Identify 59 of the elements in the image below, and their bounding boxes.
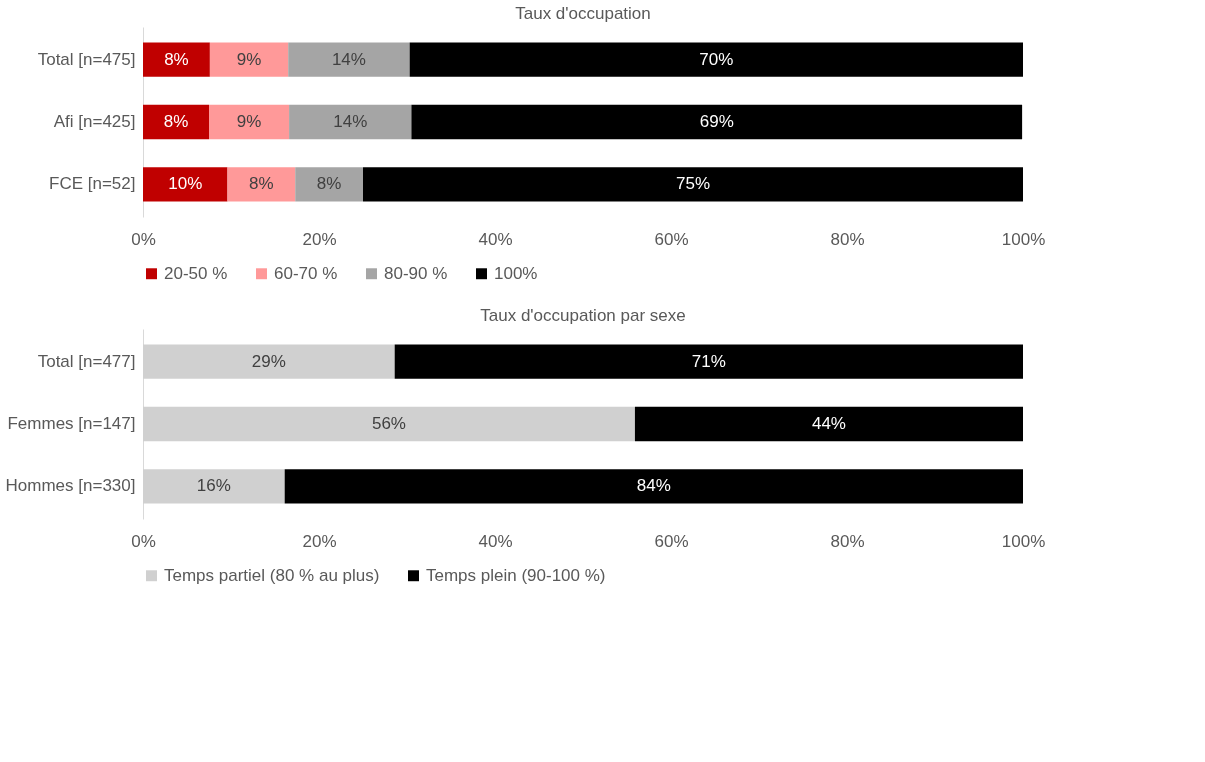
bar: [394, 344, 1023, 379]
x-tick-label: 20%: [302, 531, 337, 551]
bar: [209, 104, 290, 140]
bar: [143, 104, 209, 140]
x-tick-label: 100%: [1001, 531, 1046, 551]
y-tick-label: Total [n=477]: [37, 351, 136, 371]
bar: [227, 167, 296, 202]
data-label: 9%: [236, 49, 262, 69]
data-label: 8%: [316, 174, 342, 194]
y-tick-label: Afi [n=425]: [53, 112, 136, 131]
bar: [289, 104, 412, 140]
legend-label: 100%: [494, 263, 538, 283]
bar: [409, 42, 1023, 77]
legend-label: Temps plein (90-100 %): [426, 565, 606, 585]
bar: [363, 167, 1023, 202]
data-label: 9%: [236, 112, 262, 131]
data-label: 16%: [196, 476, 231, 496]
legend-label: 60-70 %: [274, 263, 338, 283]
bar: [143, 167, 228, 202]
y-tick-label: Total [n=475]: [37, 49, 136, 69]
bar: [143, 42, 210, 77]
data-label: 29%: [251, 351, 286, 371]
data-label: 70%: [699, 49, 734, 69]
data-label: 14%: [331, 49, 366, 69]
y-tick-label: Femmes [n=147]: [7, 414, 136, 433]
data-label: 56%: [371, 414, 406, 433]
x-tick-label: 60%: [654, 531, 689, 551]
data-label: 44%: [811, 414, 846, 433]
y-tick-label: Hommes [n=330]: [5, 476, 136, 496]
data-label: 8%: [164, 49, 189, 69]
data-label: 8%: [163, 112, 189, 131]
data-label: 75%: [675, 174, 711, 194]
data-label: 8%: [249, 174, 274, 194]
y-tick-label: FCE [n=52]: [49, 174, 136, 194]
chart-title: Taux d'occupation par sexe: [480, 306, 686, 325]
bar: [284, 469, 1023, 504]
x-tick-label: 80%: [830, 531, 865, 551]
x-tick-label: 80%: [830, 229, 865, 249]
data-label: 71%: [691, 351, 726, 371]
bar: [209, 42, 289, 77]
x-tick-label: 0%: [131, 229, 156, 249]
data-label: 84%: [636, 476, 671, 496]
data-label: 10%: [168, 174, 203, 194]
bar: [411, 104, 1023, 140]
legend-label: Temps partiel (80 % au plus): [164, 565, 380, 585]
data-label: 69%: [699, 112, 734, 131]
chart-title: Taux d'occupation: [515, 4, 651, 23]
legend-label: 80-90 %: [384, 263, 448, 283]
bar: [288, 42, 410, 77]
x-tick-label: 20%: [302, 229, 337, 249]
x-tick-label: 0%: [131, 531, 156, 551]
bar: [634, 406, 1023, 442]
legend-label: 20-50 %: [164, 263, 228, 283]
bar: [295, 167, 363, 202]
x-tick-label: 40%: [478, 229, 513, 249]
data-label: 14%: [333, 112, 368, 131]
x-tick-label: 40%: [478, 531, 513, 551]
x-tick-label: 60%: [654, 229, 689, 249]
x-tick-label: 100%: [1001, 229, 1046, 249]
